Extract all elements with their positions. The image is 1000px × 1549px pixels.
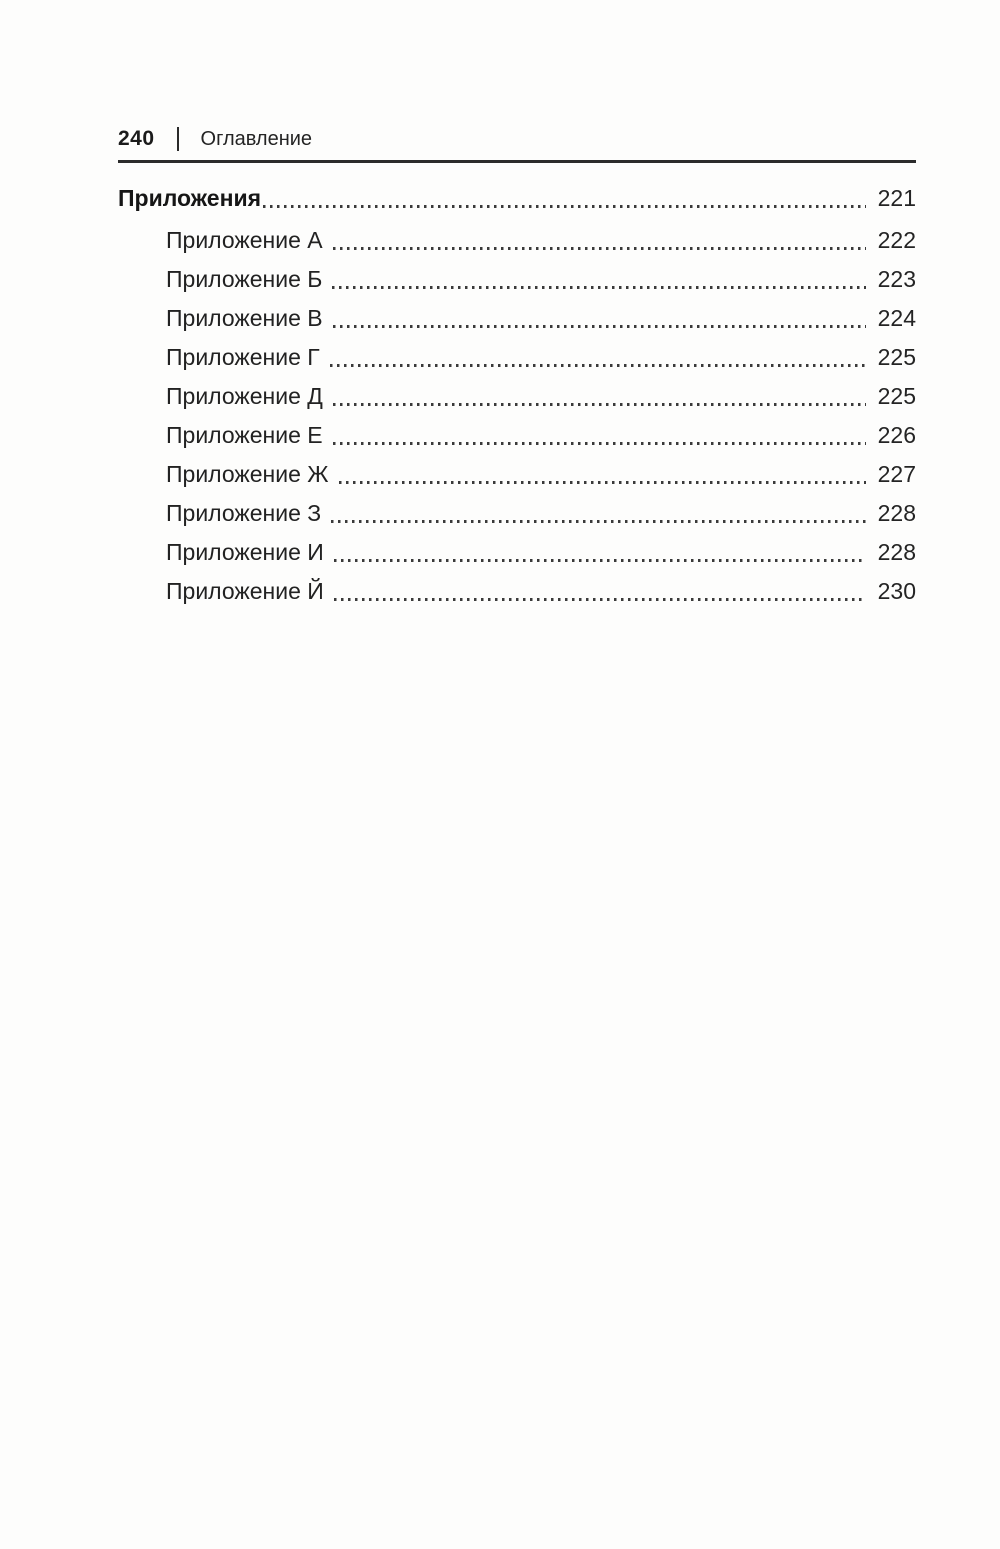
toc-entry-label: Приложение Б xyxy=(166,266,323,292)
toc-entry-row: Приложение Й 230 xyxy=(118,578,916,605)
dot-leader xyxy=(332,325,866,328)
dot-leader xyxy=(332,403,866,406)
toc-entry-page-number: 228 xyxy=(877,500,916,526)
toc-entry-row: Приложение И 228 xyxy=(118,539,916,566)
header-rule xyxy=(118,160,916,163)
toc-entry-page-number: 222 xyxy=(877,227,916,253)
toc-entry-row: Приложение А 222 xyxy=(118,227,916,254)
toc-entry-page-number: 228 xyxy=(877,539,916,565)
toc-entry-page-number: 230 xyxy=(877,578,916,604)
toc-section-label: Приложения xyxy=(118,185,262,211)
toc-entry-row: Приложение З 228 xyxy=(118,500,916,527)
folio-page-number: 240 xyxy=(118,127,155,150)
toc-entry-row: Приложение Д 225 xyxy=(118,383,916,410)
toc-entry-list: Приложение А 222 Приложение Б 223 Прилож… xyxy=(118,227,916,605)
toc-entry-page-number: 227 xyxy=(877,461,916,487)
header-divider xyxy=(176,127,179,151)
toc-entry-label: Приложение Й xyxy=(166,578,324,604)
page-content: 240 Оглавление Приложения 221 Приложение… xyxy=(118,124,916,617)
toc-section-row: Приложения 221 xyxy=(118,185,916,212)
dot-leader xyxy=(333,598,866,601)
dot-leader xyxy=(332,247,866,250)
toc-entry-label: Приложение И xyxy=(166,539,324,565)
toc-entry-page-number: 225 xyxy=(877,344,916,370)
toc-entry-page-number: 224 xyxy=(877,305,916,331)
toc-entry-label: Приложение Ж xyxy=(166,461,329,487)
running-title: Оглавление xyxy=(200,127,313,150)
toc-entry-page-number: 225 xyxy=(877,383,916,409)
toc-entry-label: Приложение Е xyxy=(166,422,323,448)
dot-leader xyxy=(332,442,866,445)
table-of-contents: Приложения 221 Приложение А 222 Приложен… xyxy=(118,185,916,605)
toc-entry-row: Приложение Е 226 xyxy=(118,422,916,449)
dot-leader xyxy=(338,481,866,484)
toc-entry-page-number: 223 xyxy=(877,266,916,292)
toc-entry-label: Приложение Г xyxy=(166,344,320,370)
toc-entry-label: Приложение В xyxy=(166,305,323,331)
toc-entry-row: Приложение Б 223 xyxy=(118,266,916,293)
dot-leader xyxy=(263,205,866,208)
toc-entry-page-number: 226 xyxy=(877,422,916,448)
toc-entry-row: Приложение Ж 227 xyxy=(118,461,916,488)
dot-leader xyxy=(331,520,866,523)
toc-entry-label: Приложение Д xyxy=(166,383,323,409)
toc-entry-row: Приложение Г 225 xyxy=(118,344,916,371)
dot-leader xyxy=(332,286,866,289)
dot-leader xyxy=(333,559,866,562)
toc-entry-label: Приложение З xyxy=(166,500,322,526)
running-head: 240 Оглавление xyxy=(118,124,916,154)
toc-entry-row: Приложение В 224 xyxy=(118,305,916,332)
toc-entry-label: Приложение А xyxy=(166,227,323,253)
dot-leader xyxy=(329,364,866,367)
toc-section-page-number: 221 xyxy=(877,185,916,211)
